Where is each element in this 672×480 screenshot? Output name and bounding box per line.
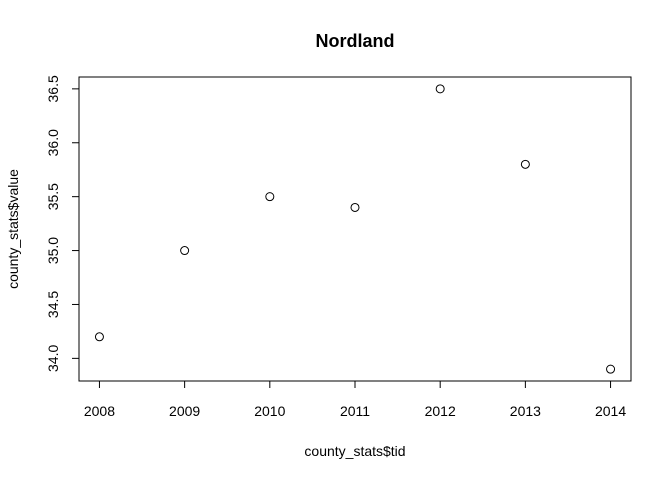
y-tick-label: 35.5 xyxy=(45,183,61,210)
y-axis: 34.0 34.5 35.0 35.5 36.0 36.5 xyxy=(45,75,80,372)
data-point xyxy=(606,364,616,374)
x-tick-label: 2012 xyxy=(425,403,456,419)
y-axis-label: county_stats$value xyxy=(5,169,21,289)
x-tick-label: 2014 xyxy=(595,403,626,419)
x-tick-label: 2010 xyxy=(254,403,285,419)
x-tick-label: 2011 xyxy=(340,403,370,419)
data-point xyxy=(435,84,445,94)
x-axis-label: county_stats$tid xyxy=(304,443,405,459)
x-tick-label: 2008 xyxy=(84,403,115,419)
data-point xyxy=(350,202,360,212)
y-tick-label: 35.0 xyxy=(45,237,61,264)
data-point xyxy=(265,192,275,202)
x-tick-label: 2013 xyxy=(510,403,541,419)
chart-title: Nordland xyxy=(316,31,395,51)
y-tick-label: 36.5 xyxy=(45,75,61,102)
data-points xyxy=(94,84,616,374)
x-tick-label: 2009 xyxy=(169,403,200,419)
y-tick-label: 34.5 xyxy=(45,291,61,318)
data-point xyxy=(180,246,190,256)
x-axis: 2008 2009 2010 2011 2012 2013 2014 xyxy=(84,380,626,419)
data-point xyxy=(94,332,104,342)
data-point xyxy=(520,159,530,169)
plot-frame xyxy=(78,76,632,382)
y-tick-label: 36.0 xyxy=(45,129,61,156)
y-tick-label: 34.0 xyxy=(45,345,61,372)
